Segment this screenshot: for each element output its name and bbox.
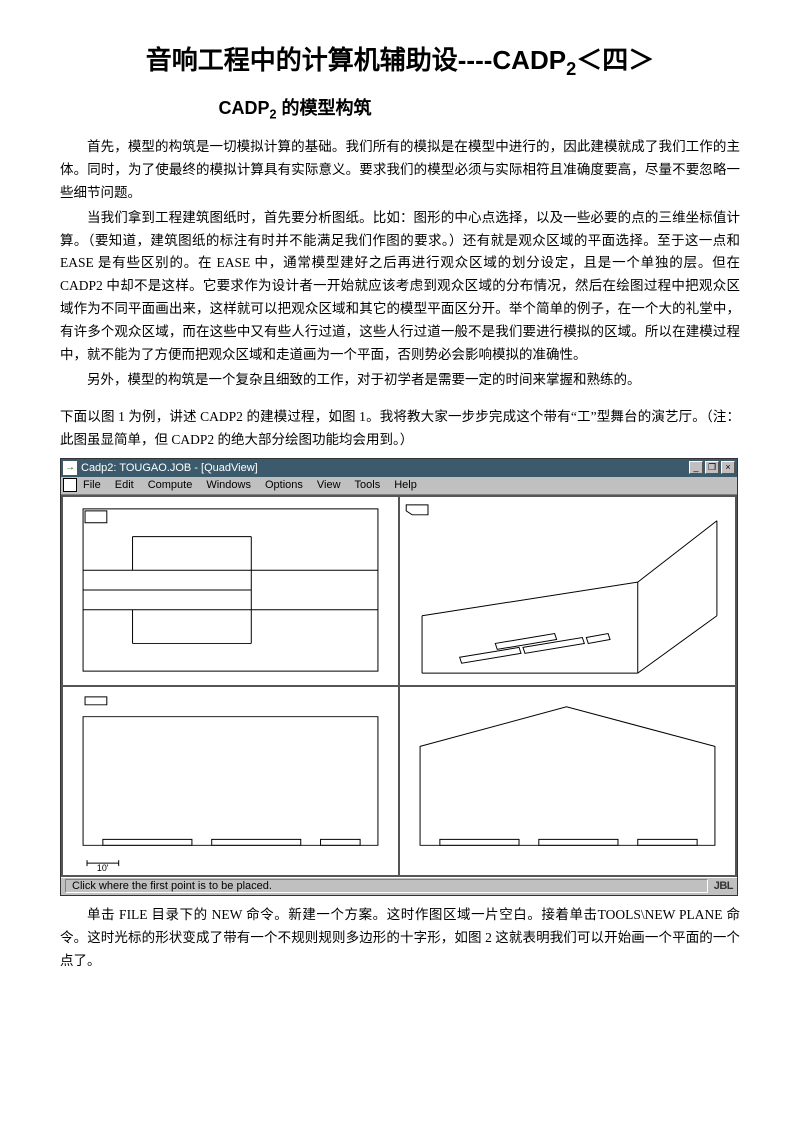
- pane-front-elevation[interactable]: [399, 686, 736, 876]
- status-text: Click where the first point is to be pla…: [65, 879, 708, 893]
- page-title: 音响工程中的计算机辅助设----CADP2＜四＞: [60, 40, 740, 80]
- jbl-logo: JBL: [714, 880, 733, 892]
- title-part-b: ＜四＞: [576, 45, 654, 75]
- document-icon: [63, 478, 77, 492]
- paragraph-5: 单击 FILE 目录下的 NEW 命令。新建一个方案。这时作图区域一片空白。接着…: [60, 904, 740, 973]
- menu-file[interactable]: File: [83, 479, 101, 491]
- paragraph-3: 另外，模型的构筑是一个复杂且细致的工作，对于初学者是需要一定的时间来掌握和熟练的…: [60, 369, 740, 392]
- window-title: Cadp2: TOUGAO.JOB - [QuadView]: [81, 462, 258, 474]
- titlebar: → Cadp2: TOUGAO.JOB - [QuadView] _ ❐ ×: [61, 459, 737, 477]
- cadp2-window: → Cadp2: TOUGAO.JOB - [QuadView] _ ❐ × F…: [60, 458, 738, 896]
- app-icon: →: [63, 461, 77, 475]
- pane-iso-view[interactable]: [399, 496, 736, 686]
- subtitle-part-b: 的模型构筑: [277, 98, 372, 118]
- menu-view[interactable]: View: [317, 479, 341, 491]
- statusbar: Click where the first point is to be pla…: [61, 877, 737, 895]
- menubar: File Edit Compute Windows Options View T…: [61, 477, 737, 495]
- menu-compute[interactable]: Compute: [148, 479, 193, 491]
- minimize-button[interactable]: _: [689, 461, 703, 474]
- maximize-button[interactable]: ❐: [705, 461, 719, 474]
- quad-viewport: 10': [61, 495, 737, 877]
- menu-windows[interactable]: Windows: [206, 479, 251, 491]
- paragraph-4: 下面以图 1 为例，讲述 CADP2 的建模过程，如图 1。我将教大家一步步完成…: [60, 406, 740, 452]
- title-part-a: 音响工程中的计算机辅助设----CADP: [146, 45, 566, 75]
- svg-text:10': 10': [97, 863, 109, 873]
- title-subscript: 2: [566, 59, 576, 79]
- menu-tools[interactable]: Tools: [355, 479, 381, 491]
- page-subtitle: CADP2 的模型构筑: [60, 94, 740, 122]
- subtitle-part-a: CADP: [218, 98, 269, 118]
- menu-edit[interactable]: Edit: [115, 479, 134, 491]
- window-buttons: _ ❐ ×: [689, 461, 735, 474]
- subtitle-subscript: 2: [269, 108, 276, 122]
- pane-plan-view[interactable]: [62, 496, 399, 686]
- pane-side-elevation[interactable]: 10': [62, 686, 399, 876]
- menu-help[interactable]: Help: [394, 479, 417, 491]
- paragraph-1: 首先，模型的构筑是一切模拟计算的基础。我们所有的模拟是在模型中进行的，因此建模就…: [60, 136, 740, 205]
- paragraph-2: 当我们拿到工程建筑图纸时，首先要分析图纸。比如：图形的中心点选择，以及一些必要的…: [60, 207, 740, 368]
- close-button[interactable]: ×: [721, 461, 735, 474]
- menu-options[interactable]: Options: [265, 479, 303, 491]
